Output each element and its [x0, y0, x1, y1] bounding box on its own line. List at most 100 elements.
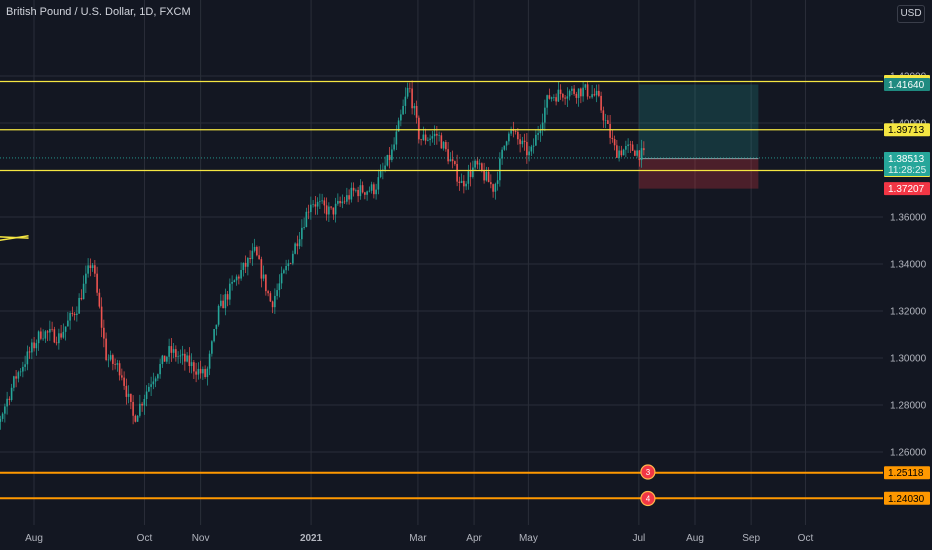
event-badges[interactable]: 34 — [640, 464, 656, 507]
candle-body — [337, 200, 339, 204]
candle-body — [226, 294, 229, 300]
candle-body — [80, 297, 83, 300]
candle-body — [62, 331, 65, 338]
candle-body — [440, 135, 443, 149]
candle-body — [535, 134, 537, 146]
candle-body — [607, 120, 609, 124]
candle-body — [386, 155, 389, 166]
candle-body — [195, 371, 197, 375]
candle-body — [600, 95, 602, 111]
candle-body — [105, 338, 107, 361]
candle-body — [643, 148, 645, 151]
candle-body — [413, 106, 416, 109]
candle-body — [33, 342, 35, 349]
candle-body — [44, 331, 47, 339]
trendline-pattern[interactable] — [0, 233, 29, 252]
event-badge-count: 3 — [646, 468, 651, 477]
horizontal-lines[interactable] — [0, 80, 883, 500]
candle-body — [352, 187, 355, 191]
candle-body — [172, 349, 175, 353]
candle-body — [458, 181, 461, 184]
candle-body — [451, 159, 454, 162]
candle-body — [580, 88, 582, 97]
candle-body — [521, 140, 524, 145]
candle-body — [575, 93, 578, 98]
candle-body — [476, 160, 479, 165]
candle-body — [316, 201, 319, 207]
time-tick-label: Sep — [742, 533, 760, 544]
currency-button[interactable]: USD — [897, 5, 925, 23]
position-tool[interactable] — [638, 84, 759, 189]
time-tick-label: Aug — [686, 533, 704, 544]
candle-body — [37, 331, 40, 344]
candle-body — [154, 378, 157, 382]
candle-body — [415, 106, 418, 118]
price-label: 1.41640 — [888, 80, 925, 91]
candle-body — [341, 201, 344, 204]
candle-body — [1, 413, 4, 419]
time-tick-label: May — [519, 533, 538, 544]
candle-body — [328, 206, 330, 215]
candle-body — [132, 401, 134, 416]
candle-body — [67, 320, 69, 327]
price-label-bg — [884, 182, 930, 196]
candle-body — [298, 239, 301, 247]
candle-body — [571, 88, 573, 91]
candle-body — [391, 149, 393, 161]
candle-body — [420, 139, 422, 141]
candle-body — [71, 313, 74, 314]
candle-body — [152, 381, 155, 385]
candle-body — [370, 184, 373, 191]
candle-body — [589, 96, 591, 98]
candle-body — [350, 187, 353, 200]
candle-body — [456, 164, 458, 182]
candle-body — [325, 205, 328, 215]
candle-body — [361, 185, 364, 193]
candle-body — [537, 133, 539, 135]
candle-body — [595, 90, 598, 96]
candle-body — [622, 149, 625, 156]
price-tick-label: 1.32000 — [890, 307, 927, 318]
candle-body — [94, 265, 96, 274]
candle-body — [404, 96, 407, 106]
candle-body — [526, 141, 528, 156]
candle-body — [49, 328, 51, 333]
candle-body — [22, 366, 24, 372]
candle-body — [125, 385, 128, 397]
event-badge — [640, 464, 656, 480]
candle-body — [6, 398, 8, 407]
time-tick-label: Aug — [25, 533, 43, 544]
level-price-label-bg — [884, 491, 930, 505]
candle-body — [465, 183, 467, 187]
candle-body — [620, 150, 623, 156]
candle-body — [314, 204, 317, 207]
candle-body — [463, 180, 465, 187]
candle-body — [334, 203, 337, 215]
candle-body — [46, 331, 49, 333]
price-tick-label: 1.36000 — [890, 213, 927, 224]
candle-body — [148, 386, 150, 392]
candle-body — [202, 369, 204, 374]
candle-body — [224, 294, 227, 309]
candle-body — [69, 313, 71, 321]
candle-body — [418, 117, 420, 140]
candle-body — [244, 262, 247, 267]
candle-body — [217, 305, 220, 325]
candle-body — [613, 139, 616, 146]
candle-body — [593, 94, 596, 96]
candle-body — [85, 273, 87, 284]
candle-body — [616, 145, 618, 158]
candle-body — [283, 270, 285, 274]
candle-body — [136, 415, 139, 422]
candle-body — [332, 207, 335, 215]
candle-body — [267, 291, 269, 294]
candle-body — [348, 195, 350, 200]
candle-body — [343, 201, 346, 203]
candle-body — [296, 243, 299, 247]
candle-body — [24, 364, 26, 367]
candle-body — [184, 353, 186, 362]
candle-body — [89, 265, 92, 269]
candle-body — [591, 94, 593, 98]
